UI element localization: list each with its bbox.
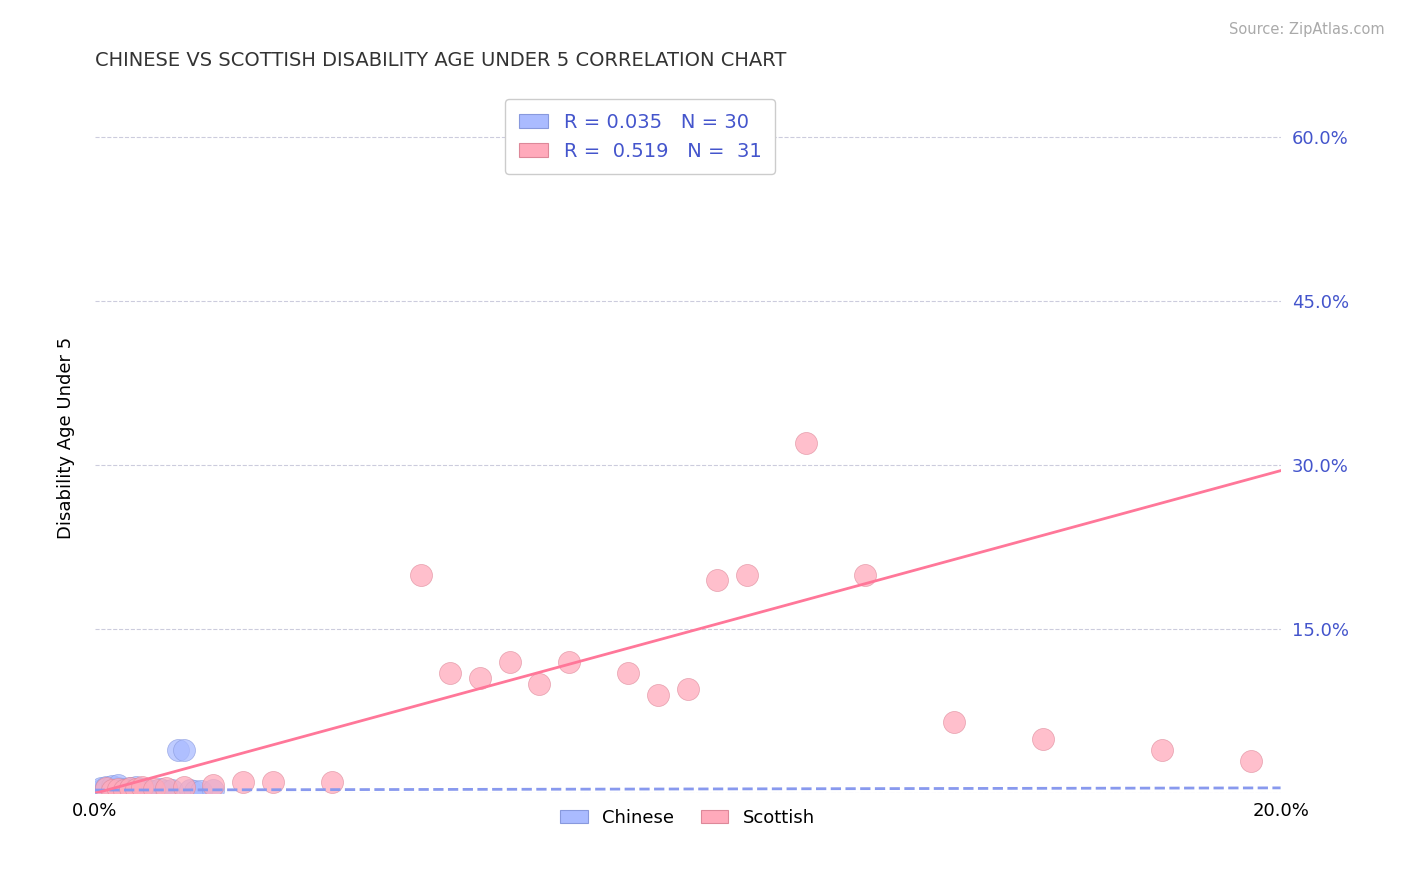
Point — [125, 781, 148, 796]
Point — [131, 781, 153, 796]
Point — [173, 780, 195, 794]
Point — [706, 573, 728, 587]
Point — [120, 780, 142, 795]
Point — [136, 785, 159, 799]
Point — [943, 715, 966, 730]
Point — [120, 780, 142, 795]
Point — [1240, 754, 1263, 768]
Point — [558, 655, 581, 669]
Point — [184, 784, 207, 798]
Point — [107, 778, 129, 792]
Point — [262, 775, 284, 789]
Point — [112, 783, 135, 797]
Point — [107, 780, 129, 795]
Point — [96, 784, 118, 798]
Point — [125, 780, 148, 794]
Point — [107, 784, 129, 798]
Point — [1150, 742, 1173, 756]
Point — [166, 742, 188, 756]
Point — [101, 779, 124, 793]
Point — [112, 785, 135, 799]
Point — [125, 783, 148, 797]
Legend: Chinese, Scottish: Chinese, Scottish — [553, 802, 823, 834]
Point — [96, 780, 118, 795]
Point — [439, 666, 461, 681]
Text: Source: ZipAtlas.com: Source: ZipAtlas.com — [1229, 22, 1385, 37]
Point — [131, 784, 153, 798]
Point — [1032, 731, 1054, 746]
Point — [136, 783, 159, 797]
Point — [735, 567, 758, 582]
Point — [190, 784, 212, 798]
Point — [120, 784, 142, 798]
Point — [499, 655, 522, 669]
Point — [232, 775, 254, 789]
Point — [321, 775, 343, 789]
Point — [468, 672, 491, 686]
Point — [647, 688, 669, 702]
Point — [529, 677, 551, 691]
Point — [160, 783, 183, 797]
Y-axis label: Disability Age Under 5: Disability Age Under 5 — [58, 336, 75, 539]
Point — [131, 780, 153, 794]
Point — [101, 785, 124, 799]
Point — [155, 780, 177, 795]
Point — [112, 781, 135, 796]
Point — [409, 567, 432, 582]
Point — [202, 778, 225, 792]
Point — [142, 781, 165, 796]
Text: CHINESE VS SCOTTISH DISABILITY AGE UNDER 5 CORRELATION CHART: CHINESE VS SCOTTISH DISABILITY AGE UNDER… — [94, 51, 786, 70]
Point — [676, 682, 699, 697]
Point — [90, 783, 112, 797]
Point — [101, 783, 124, 797]
Point — [142, 784, 165, 798]
Point — [107, 781, 129, 796]
Point — [101, 781, 124, 796]
Point — [794, 436, 817, 450]
Point — [855, 567, 877, 582]
Point — [90, 780, 112, 795]
Point — [149, 781, 172, 796]
Point — [202, 783, 225, 797]
Point — [155, 784, 177, 798]
Point — [96, 780, 118, 794]
Point — [173, 742, 195, 756]
Point — [179, 783, 201, 797]
Point — [617, 666, 640, 681]
